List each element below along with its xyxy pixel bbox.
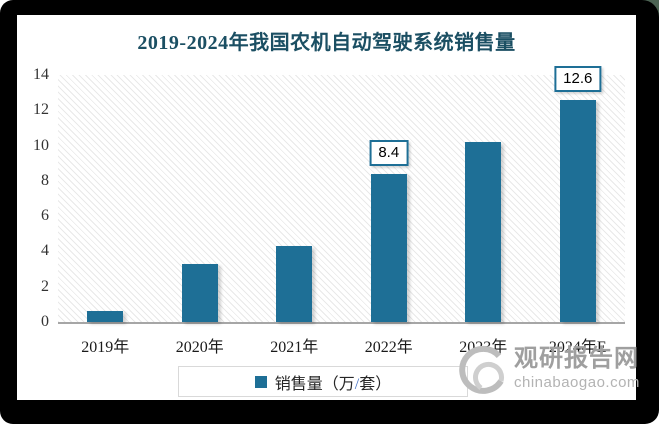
x-label-2021年: 2021年 xyxy=(270,339,319,356)
y-axis: 0 2 4 6 8 10 12 14 xyxy=(17,66,51,330)
chart-canvas: 2019-2024年我国农机自动驾驶系统销售量 0 2 4 6 8 10 12 14 2019… xyxy=(17,15,639,400)
legend-label-part-post: 套） xyxy=(359,375,392,393)
x-label-2019年: 2019年 xyxy=(81,339,130,356)
bar-2020年 xyxy=(181,263,218,322)
y-tick-0: 0 xyxy=(41,313,49,330)
data-label-2022年: 8.4 xyxy=(369,139,409,166)
legend-label-slash: / xyxy=(354,375,360,393)
y-tick-14: 14 xyxy=(33,66,49,83)
legend-label: 销售量（万/套） xyxy=(275,370,391,394)
chart-title: 2019-2024年我国农机自动驾驶系统销售量 xyxy=(137,32,516,54)
bar-2022年 xyxy=(370,173,407,322)
x-label-2024年E: 2024年E xyxy=(548,339,607,356)
y-tick-2: 2 xyxy=(41,277,49,295)
bar-2021年 xyxy=(276,246,313,322)
y-tick-6: 6 xyxy=(41,207,49,225)
plot-area: 2019年 2020年 2021年 2022年 8.4 2023年 2024年E 12.6 xyxy=(58,65,625,356)
y-tick-12: 12 xyxy=(33,101,49,119)
legend: 销售量（万/套） xyxy=(178,366,468,397)
watermark-domain: chinabaogao.com xyxy=(514,374,640,391)
y-tick-8: 8 xyxy=(41,171,49,189)
y-tick-10: 10 xyxy=(33,136,49,154)
legend-label-part-pre: 销售量（万 xyxy=(274,375,355,393)
x-label-2022年: 2022年 xyxy=(364,339,413,356)
bar-2019年 xyxy=(87,311,124,322)
legend-marker-icon xyxy=(254,375,267,388)
bar-2023年 xyxy=(465,142,502,322)
x-label-2023年: 2023年 xyxy=(459,339,508,356)
y-tick-4: 4 xyxy=(41,242,49,260)
x-label-2020年: 2020年 xyxy=(175,339,224,356)
bar-2024年E xyxy=(559,99,596,322)
data-label-2024年E: 12.6 xyxy=(554,65,602,92)
